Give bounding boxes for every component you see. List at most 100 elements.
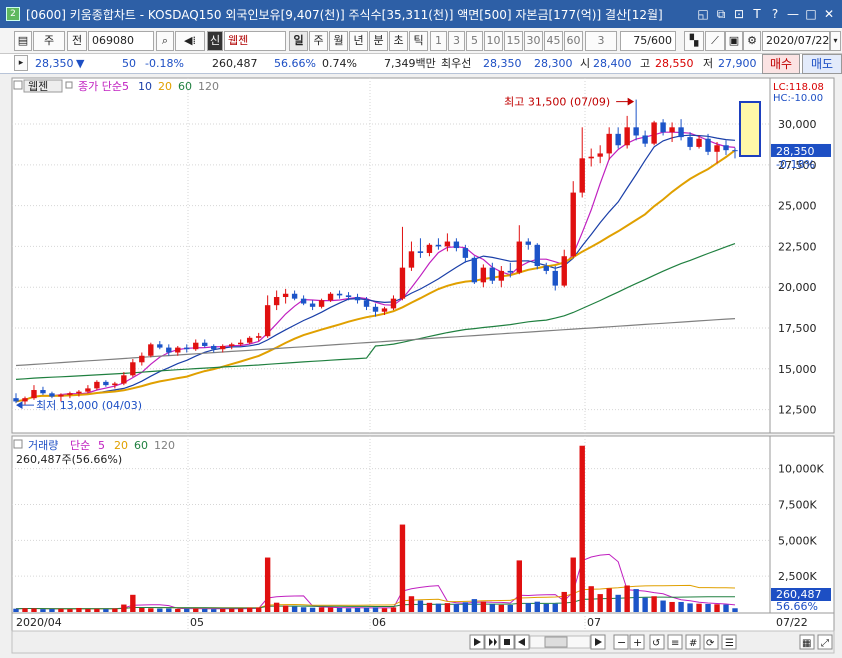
volume-bar: [606, 588, 612, 612]
date-picker-icon[interactable]: ▾: [830, 31, 841, 51]
date-input[interactable]: 2020/07/22: [762, 31, 830, 51]
split-chart-icon[interactable]: ▚: [684, 31, 704, 51]
quote-expand-button[interactable]: ▸: [14, 55, 28, 71]
expand-button[interactable]: [817, 634, 833, 650]
volume-bar: [282, 605, 289, 612]
period-tab-week[interactable]: 주: [309, 31, 328, 51]
volume-pane-menu-icon[interactable]: [13, 439, 23, 449]
candle-body: [31, 390, 37, 399]
x-tick-label: 07: [587, 616, 601, 629]
down-arrow-icon: ▼: [76, 57, 85, 70]
candle-body: [202, 342, 208, 346]
minute-3-button[interactable]: 3: [448, 31, 465, 51]
chart-option-2-button[interactable]: [685, 634, 701, 650]
volume-bar: [246, 607, 253, 612]
volume-bar: [678, 601, 684, 612]
volume-bar: [453, 603, 460, 612]
volume-bar: [444, 603, 451, 612]
help-icon[interactable]: ?: [771, 7, 779, 21]
count-input[interactable]: 75/600: [620, 31, 676, 51]
volume-bar: [40, 609, 46, 612]
legend-checkbox-icon[interactable]: [65, 81, 73, 89]
chart-link-icon[interactable]: ◱: [697, 7, 709, 21]
grid-icon: #: [689, 638, 697, 649]
price-tick-label: 25,000: [778, 200, 817, 213]
drawing-tools-icon[interactable]: ⟋: [705, 31, 725, 51]
window-title: [0600] 키움종합차트 - KOSDAQ150 외국인보유[9,407(천)…: [26, 7, 663, 22]
minute-45-button[interactable]: 45: [544, 31, 563, 51]
candle-body: [94, 381, 100, 389]
volume-bar: [498, 604, 505, 612]
candle-body: [157, 344, 163, 348]
volume-bar: [94, 608, 100, 612]
chart-option-1-button[interactable]: [667, 634, 683, 650]
ma-line-10: [15, 134, 736, 402]
volume-bar: [85, 608, 91, 612]
volume-bar: [175, 608, 181, 612]
chart-option-4-button[interactable]: [721, 634, 737, 650]
minimize-icon[interactable]: —: [787, 7, 799, 21]
market-select[interactable]: 주: [33, 31, 65, 51]
volume-bar: [390, 607, 397, 612]
volume-bar: [76, 607, 82, 612]
close-icon[interactable]: ✕: [823, 7, 835, 21]
sound-icon[interactable]: ◀⁞: [175, 31, 205, 51]
ma-legend-60: 60: [178, 80, 192, 93]
candle-body: [534, 244, 540, 267]
text-size-icon[interactable]: T: [753, 7, 761, 21]
minute-60-button[interactable]: 60: [564, 31, 583, 51]
zoom-in-button[interactable]: [629, 634, 645, 650]
candle-body: [633, 127, 639, 136]
period-tab-tick[interactable]: 틱: [409, 31, 428, 51]
settings-gear-icon[interactable]: ⚙: [743, 31, 761, 51]
duplicate-window-icon[interactable]: ⧉: [716, 7, 726, 21]
volume-legend-ma-label: 단순: [70, 439, 90, 452]
add-indicator-button[interactable]: ▤: [14, 31, 32, 51]
code-search-icon[interactable]: ⌕: [156, 31, 174, 51]
chart-option-3-button[interactable]: [703, 634, 719, 650]
candle-body: [300, 298, 307, 304]
fit-window-icon[interactable]: ⊡: [733, 7, 745, 21]
reset-view-button[interactable]: [649, 634, 665, 650]
period-tab-year[interactable]: 년: [349, 31, 368, 51]
pane-menu-icon[interactable]: [13, 80, 23, 90]
layout-button[interactable]: [799, 634, 815, 650]
maximize-icon[interactable]: □: [805, 7, 817, 21]
zoom-out-button[interactable]: [613, 634, 629, 650]
period-tab-month[interactable]: 월: [329, 31, 348, 51]
volume-bar: [148, 608, 154, 612]
candle-body: [273, 297, 280, 306]
minute-15-button[interactable]: 15: [504, 31, 523, 51]
candle-body: [624, 127, 630, 146]
sell-button[interactable]: 매도: [802, 54, 842, 74]
candle-body: [426, 244, 433, 253]
price-volume-chart[interactable]: 2020/04 05 06 07 웹젠 종가 단순 5 10 20 60 120 LC…: [0, 76, 842, 658]
candle-body: [220, 345, 226, 350]
candle-body: [237, 342, 244, 345]
save-icon[interactable]: ▣: [725, 31, 743, 51]
forecast-box: [739, 101, 761, 157]
period-tab-minute[interactable]: 분: [369, 31, 388, 51]
lc-label: LC:118.08: [773, 82, 824, 93]
period-tab-day[interactable]: 일: [289, 31, 308, 51]
scrollbar[interactable]: − + ↺ ≡ # ⟳ ☰ ▦ ⤢: [469, 634, 833, 650]
minute-1-button[interactable]: 1: [430, 31, 447, 51]
period-tab-second[interactable]: 초: [389, 31, 408, 51]
minute-5-button[interactable]: 5: [466, 31, 483, 51]
scroll-thumb[interactable]: [544, 636, 568, 648]
candle-body: [354, 297, 361, 301]
volume-bar: [318, 607, 325, 612]
candle-body: [85, 388, 91, 392]
buy-button[interactable]: 매수: [762, 54, 800, 74]
candle-body: [264, 305, 271, 337]
hc-label: HC:-10.00: [773, 93, 823, 104]
stock-code-input[interactable]: 069080: [88, 31, 154, 51]
minute-30-button[interactable]: 30: [524, 31, 543, 51]
minute-select[interactable]: 3: [585, 31, 617, 51]
volume-bar: [130, 594, 136, 612]
candle-body: [417, 251, 424, 253]
candle-body: [516, 241, 522, 273]
minute-10-button[interactable]: 10: [484, 31, 503, 51]
vol-ma-legend-120: 120: [154, 439, 175, 452]
prev-button[interactable]: 전: [67, 31, 87, 51]
